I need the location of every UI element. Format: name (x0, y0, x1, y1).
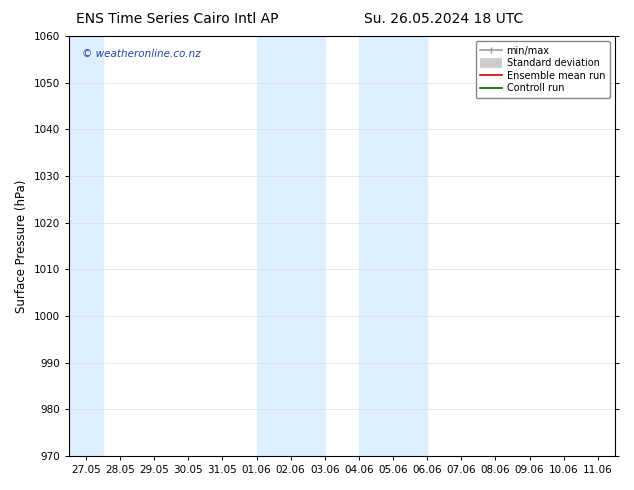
Text: Su. 26.05.2024 18 UTC: Su. 26.05.2024 18 UTC (364, 12, 524, 26)
Text: ENS Time Series Cairo Intl AP: ENS Time Series Cairo Intl AP (76, 12, 279, 26)
Bar (69, 36, 103, 456)
Bar (359, 36, 427, 456)
Y-axis label: Surface Pressure (hPa): Surface Pressure (hPa) (15, 179, 28, 313)
Legend: min/max, Standard deviation, Ensemble mean run, Controll run: min/max, Standard deviation, Ensemble me… (476, 41, 610, 98)
Text: © weatheronline.co.nz: © weatheronline.co.nz (82, 49, 201, 59)
Bar (257, 36, 325, 456)
